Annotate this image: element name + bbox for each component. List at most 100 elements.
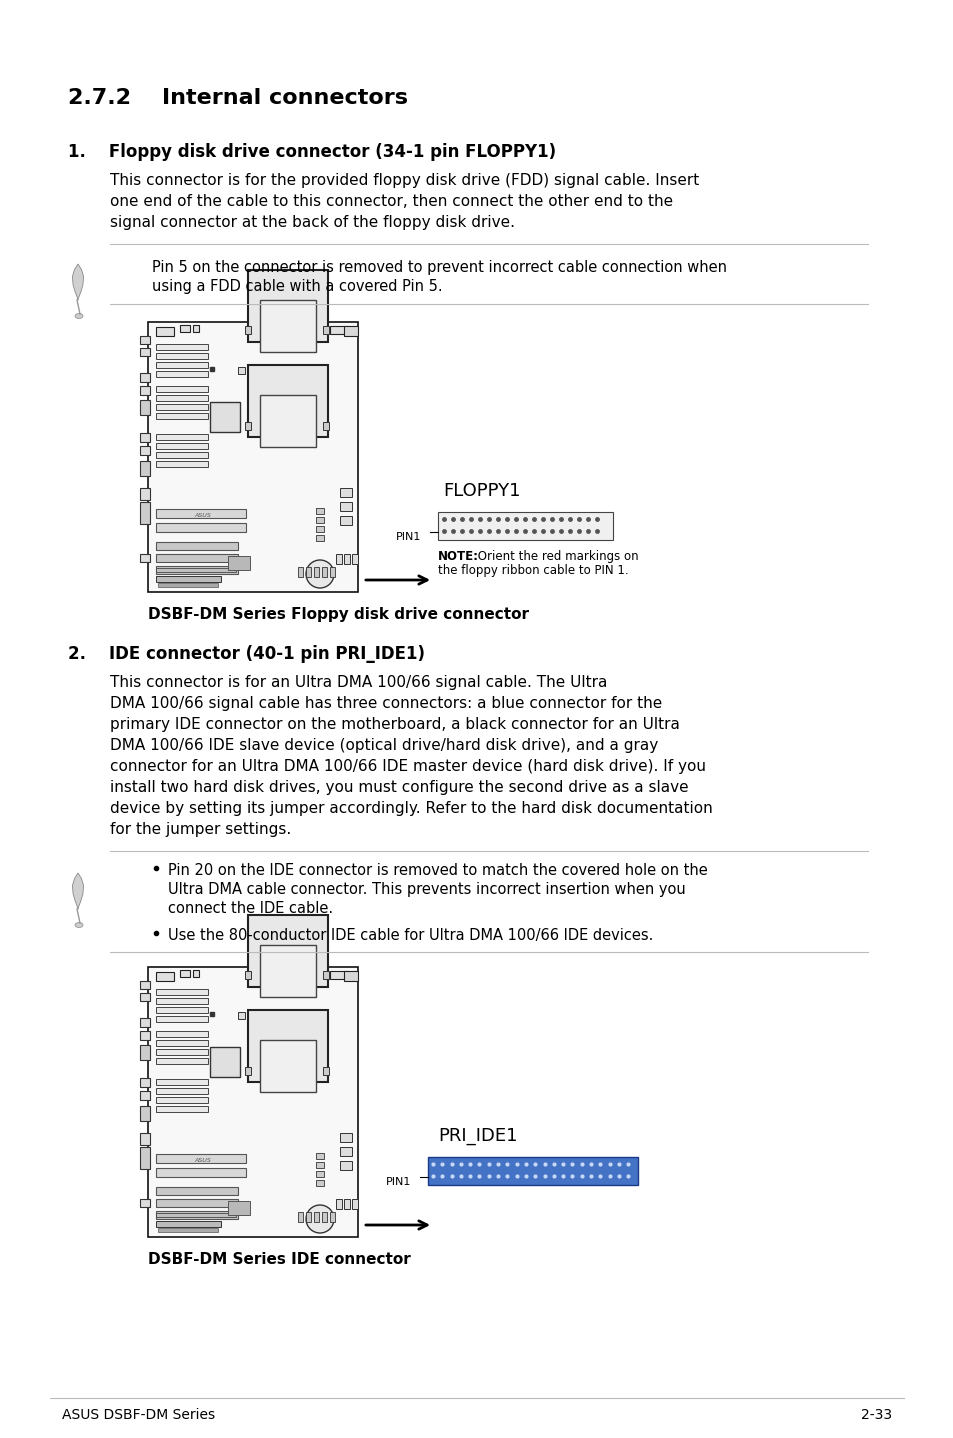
Bar [140,502,150,523]
Bar [339,1160,352,1171]
Bar [237,1012,245,1020]
Bar [245,326,251,334]
Bar [237,367,245,374]
Text: 2.7.2    Internal connectors: 2.7.2 Internal connectors [68,88,408,108]
Bar [260,301,315,352]
Ellipse shape [75,923,83,928]
Bar [193,325,199,332]
Bar [315,518,324,523]
Bar [260,945,315,997]
Bar [156,352,208,360]
Bar [180,325,190,332]
Text: DMA 100/66 IDE slave device (optical drive/hard disk drive), and a gray: DMA 100/66 IDE slave device (optical dri… [110,738,658,754]
Text: signal connector at the back of the floppy disk drive.: signal connector at the back of the flop… [110,216,515,230]
Bar [156,462,208,467]
Bar [228,1201,250,1215]
Bar [352,1199,357,1209]
Text: ASUS DSBF-DM Series: ASUS DSBF-DM Series [62,1408,214,1422]
Bar [245,1067,251,1076]
Bar [156,567,237,574]
Bar [156,1221,221,1227]
Bar [335,554,341,564]
Polygon shape [72,265,84,301]
Text: Orient the red markings on: Orient the red markings on [474,549,638,564]
Bar [140,1199,150,1206]
Bar [156,1168,246,1176]
Bar [140,462,150,476]
Text: primary IDE connector on the motherboard, a black connector for an Ultra: primary IDE connector on the motherboard… [110,718,679,732]
Bar [140,487,150,500]
Bar [248,915,328,986]
Bar [330,971,348,979]
Bar [245,971,251,979]
Bar [437,512,613,541]
Bar [148,322,357,592]
Bar [156,395,208,401]
Text: 2-33: 2-33 [860,1408,891,1422]
Bar [344,554,350,564]
Bar [156,1211,237,1219]
Bar [156,1155,246,1163]
Bar [156,404,208,410]
Bar [156,554,237,562]
Bar [156,1017,208,1022]
Bar [158,582,218,587]
Bar [314,567,318,577]
Bar [140,372,150,383]
Text: using a FDD cable with a covered Pin 5.: using a FDD cable with a covered Pin 5. [152,279,442,293]
Text: DSBF-DM Series Floppy disk drive connector: DSBF-DM Series Floppy disk drive connect… [148,607,529,623]
Bar [323,971,329,979]
Text: for the jumper settings.: for the jumper settings. [110,823,291,837]
Bar [140,400,150,416]
Bar [156,362,208,368]
Ellipse shape [75,313,83,318]
Text: 1.    Floppy disk drive connector (34-1 pin FLOPPY1): 1. Floppy disk drive connector (34-1 pin… [68,142,556,161]
Bar [156,577,221,582]
Bar [335,1199,341,1209]
Text: the floppy ribbon cable to PIN 1.: the floppy ribbon cable to PIN 1. [437,564,628,577]
Bar [156,344,208,349]
Text: connect the IDE cable.: connect the IDE cable. [168,902,333,916]
Text: one end of the cable to this connector, then connect the other end to the: one end of the cable to this connector, … [110,194,673,209]
Bar [210,1047,240,1077]
Bar [156,1186,237,1195]
Bar [156,434,208,440]
Bar [148,966,357,1237]
Bar [156,1078,208,1086]
Bar [140,433,150,441]
Bar [260,395,315,447]
Text: Ultra DMA cable connector. This prevents incorrect insertion when you: Ultra DMA cable connector. This prevents… [168,881,685,897]
Text: NOTE:: NOTE: [437,549,478,564]
Bar [315,1181,324,1186]
Bar [156,443,208,449]
Bar [156,998,208,1004]
Bar [140,1031,150,1040]
Bar [140,446,150,454]
Bar [156,1031,208,1037]
Text: PIN1: PIN1 [395,532,421,542]
Bar [140,1018,150,1027]
Text: ASUS: ASUS [194,513,212,518]
Bar [339,516,352,525]
Text: PRI_IDE1: PRI_IDE1 [437,1127,517,1145]
Bar [193,971,199,976]
Circle shape [306,559,334,588]
Bar [315,508,324,513]
Bar [344,326,357,336]
Text: Pin 5 on the connector is removed to prevent incorrect cable connection when: Pin 5 on the connector is removed to pre… [152,260,726,275]
Bar [315,526,324,532]
Bar [339,487,352,498]
Bar [156,452,208,457]
Bar [156,568,235,572]
Bar [156,1106,208,1112]
Bar [156,1089,208,1094]
Bar [140,1078,150,1087]
Bar [339,1133,352,1142]
Text: 2.    IDE connector (40-1 pin PRI_IDE1): 2. IDE connector (40-1 pin PRI_IDE1) [68,646,424,663]
Bar [323,1067,329,1076]
Bar [314,1212,318,1222]
Text: ASUS: ASUS [194,1158,212,1163]
Bar [156,1007,208,1012]
Text: DSBF-DM Series IDE connector: DSBF-DM Series IDE connector [148,1252,411,1267]
Bar [315,1171,324,1176]
